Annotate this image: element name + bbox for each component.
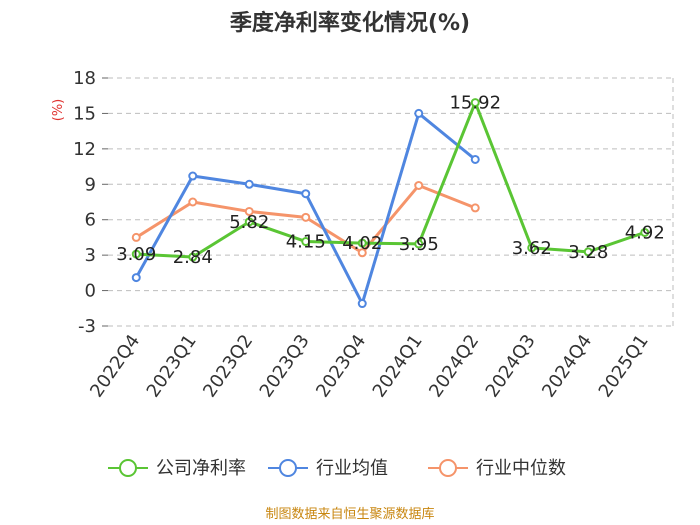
data-point — [301, 237, 311, 247]
data-point — [244, 217, 254, 227]
data-point — [244, 179, 254, 189]
y-axis-label: (%) — [51, 99, 66, 122]
x-tick-label: 2024Q4 — [538, 331, 596, 402]
source-note: 制图数据来自恒生聚源数据库 — [265, 506, 434, 522]
data-label: 2.84 — [173, 247, 213, 268]
data-point — [301, 212, 311, 222]
legend-label: 行业均值 — [316, 458, 388, 479]
data-label: 3.09 — [116, 244, 156, 265]
x-tick-label: 2024Q1 — [369, 331, 427, 402]
data-point — [357, 238, 367, 248]
data-point — [470, 203, 480, 213]
data-labels: 3.09 2.84 5.82 4.15 4.02 3.95 15.92 3.62 3.28 4.9… — [116, 93, 665, 268]
legend-label: 行业中位数 — [476, 458, 566, 479]
x-tick-label: 2023Q2 — [199, 331, 257, 402]
y-tick-label: 18 — [73, 68, 96, 89]
series-line — [136, 101, 646, 259]
x-tick-label: 2025Q1 — [595, 331, 653, 402]
chart-title: 季度净利率变化情况(%) — [230, 10, 470, 36]
y-tick-labels: -3 0 3 6 9 12 15 18 — [73, 68, 96, 337]
data-label: 5.82 — [229, 212, 269, 233]
data-point — [188, 252, 198, 262]
x-tick-label: 2023Q3 — [256, 331, 314, 402]
y-tick-label: -3 — [78, 316, 96, 337]
data-point — [301, 189, 311, 199]
data-point — [131, 232, 141, 242]
legend-marker — [119, 459, 137, 477]
series-layer — [131, 98, 650, 309]
data-label: 4.92 — [625, 222, 665, 243]
legend-label: 公司净利率 — [156, 458, 246, 479]
data-point — [131, 273, 141, 283]
data-point — [470, 154, 480, 164]
legend: 公司净利率 行业均值 行业中位数 — [108, 458, 566, 479]
data-point — [188, 171, 198, 181]
y-tick-label: 15 — [73, 103, 96, 124]
series-line — [134, 111, 477, 306]
data-point — [131, 249, 141, 259]
x-tick-label: 2023Q4 — [312, 331, 370, 402]
data-point — [527, 243, 537, 253]
x-tick-label: 2023Q1 — [143, 331, 201, 402]
data-point — [414, 180, 424, 190]
data-point — [583, 247, 593, 257]
y-tick-label: 12 — [73, 139, 96, 160]
data-label: 3.62 — [512, 238, 552, 259]
data-point — [244, 206, 254, 216]
data-point — [188, 197, 198, 207]
legend-marker — [439, 459, 457, 477]
data-point — [414, 239, 424, 249]
gridlines — [102, 77, 674, 327]
data-label: 15.92 — [449, 93, 501, 114]
data-label: 4.02 — [342, 233, 382, 254]
data-label: 3.95 — [399, 234, 439, 255]
data-label: 3.28 — [568, 242, 608, 263]
data-point — [640, 227, 650, 237]
y-tick-label: 9 — [85, 174, 96, 195]
x-tick-label: 2024Q2 — [425, 331, 483, 402]
data-point — [357, 299, 367, 309]
data-point — [357, 248, 367, 258]
data-label: 4.15 — [286, 232, 326, 253]
y-tick-label: 0 — [85, 281, 96, 302]
data-point — [414, 108, 424, 118]
x-tick-label: 2022Q4 — [86, 331, 144, 402]
y-tick-label: 3 — [85, 245, 96, 266]
x-tick-labels: 2022Q42023Q12023Q22023Q32023Q42024Q12024… — [86, 331, 653, 402]
y-tick-label: 6 — [85, 210, 96, 231]
data-point — [470, 98, 480, 108]
legend-marker — [279, 459, 297, 477]
x-tick-label: 2024Q3 — [482, 331, 540, 402]
